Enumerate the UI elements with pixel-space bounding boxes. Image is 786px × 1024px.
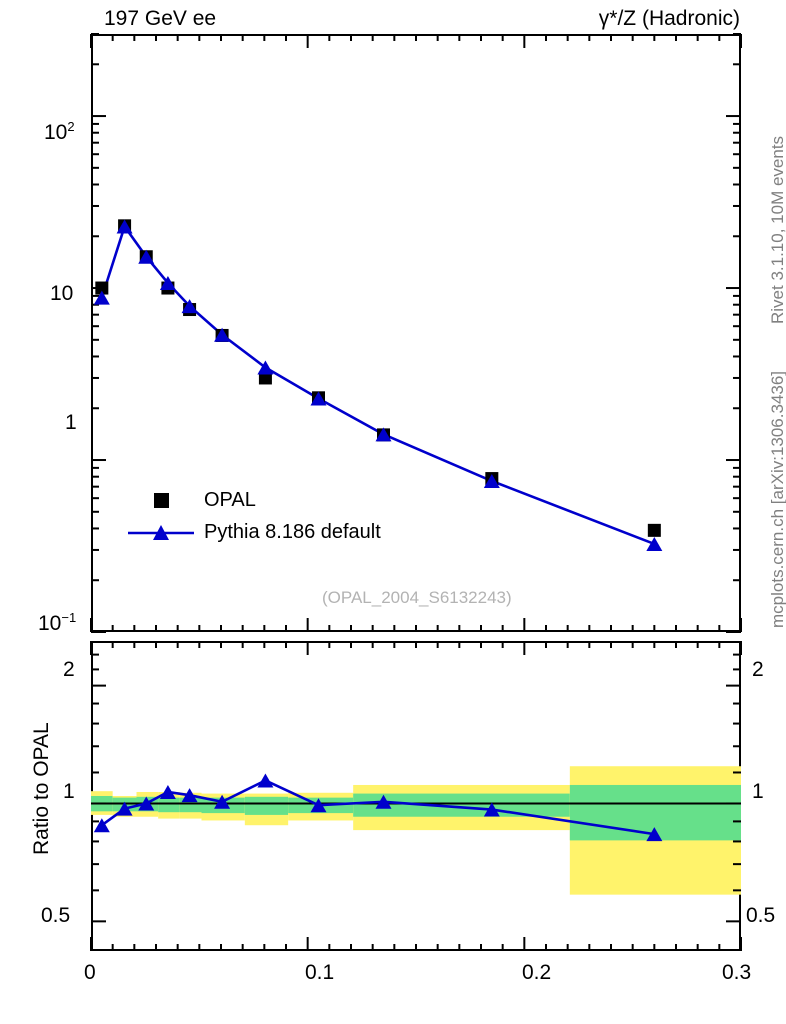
ratio-y-ticklabel-0p5-right: 0.5 xyxy=(746,904,776,927)
x-ticklabel-0p1: 0.1 xyxy=(305,961,335,984)
ratio-marker-triangle xyxy=(93,818,110,833)
legend: OPAL Pythia 8.186 default xyxy=(128,487,418,551)
mc-marker-triangle xyxy=(310,391,327,406)
y-ticklabel-1: 1 xyxy=(65,411,77,434)
ratio-marker-triangle xyxy=(181,788,198,803)
ratio-marker-triangle xyxy=(257,773,274,788)
ratio-y-ticklabel-0p5-left: 0.5 xyxy=(41,904,71,927)
ratio-marker-triangle xyxy=(483,802,500,817)
mc-marker-triangle xyxy=(646,536,663,551)
ratio-y-ticklabel-1-right: 1 xyxy=(752,780,764,803)
ratio-y-ticklabel-1-left: 1 xyxy=(63,780,75,803)
ratio-y-ticklabel-2-right: 2 xyxy=(752,658,764,681)
legend-entry-pythia: Pythia 8.186 default xyxy=(128,519,418,551)
x-ticklabel-0p3: 0.3 xyxy=(722,961,752,984)
mc-marker-triangle xyxy=(181,299,198,314)
ratio-band-inner xyxy=(158,797,180,813)
data-marker-square xyxy=(647,523,661,537)
ratio-y-axis-title: Ratio to OPAL xyxy=(30,722,53,855)
header-beam-label: 197 GeV ee xyxy=(104,7,217,30)
ratio-marker-triangle xyxy=(138,796,155,811)
legend-label-opal: OPAL xyxy=(204,489,256,511)
mc-marker-triangle xyxy=(214,327,231,342)
ratio-marker-triangle xyxy=(214,794,231,809)
legend-marker-triangle-line xyxy=(128,525,194,540)
mc-marker-triangle xyxy=(159,275,176,290)
mc-marker-triangle xyxy=(257,360,274,375)
ratio-band-inner xyxy=(244,796,289,815)
ratio-y-ticklabel-2-left: 2 xyxy=(63,658,75,681)
ratio-axis-ticks xyxy=(90,641,742,951)
data-marker-square xyxy=(95,281,109,295)
legend-marker-square xyxy=(154,493,169,508)
x-ticklabel-0: 0 xyxy=(84,961,96,984)
main-axis-ticks xyxy=(90,33,742,633)
ratio-marker-triangle xyxy=(646,827,663,842)
mc-marker-triangle xyxy=(138,249,155,264)
legend-entry-opal: OPAL xyxy=(128,487,418,519)
ratio-uncertainty-bands xyxy=(91,766,741,895)
y-ticklabel-100: 102 xyxy=(44,119,75,144)
x-ticklabel-0p2: 0.2 xyxy=(522,961,552,984)
mc-marker-triangle xyxy=(483,474,500,489)
y-ticklabel-10: 10 xyxy=(50,282,74,305)
y-ticklabel-0p1: 10−1 xyxy=(38,610,77,635)
ratio-marker-triangle xyxy=(159,784,176,799)
mc-marker-triangle xyxy=(375,427,392,442)
ratio-band-inner xyxy=(353,793,570,817)
mc-markers-main xyxy=(93,219,663,551)
mc-marker-triangle xyxy=(93,290,110,305)
header-process-label: γ*/Z (Hadronic) xyxy=(598,7,740,30)
ratio-marker-triangle xyxy=(375,794,392,809)
data-marker-square xyxy=(258,371,272,385)
mc-marker-triangle xyxy=(116,219,133,234)
ratio-marker-triangle xyxy=(310,798,327,813)
ratio-marker-triangle xyxy=(116,801,133,816)
analysis-id-watermark: (OPAL_2004_S6132243) xyxy=(322,588,512,607)
legend-label-pythia: Pythia 8.186 default xyxy=(204,521,381,543)
mc-markers-ratio xyxy=(93,773,663,842)
